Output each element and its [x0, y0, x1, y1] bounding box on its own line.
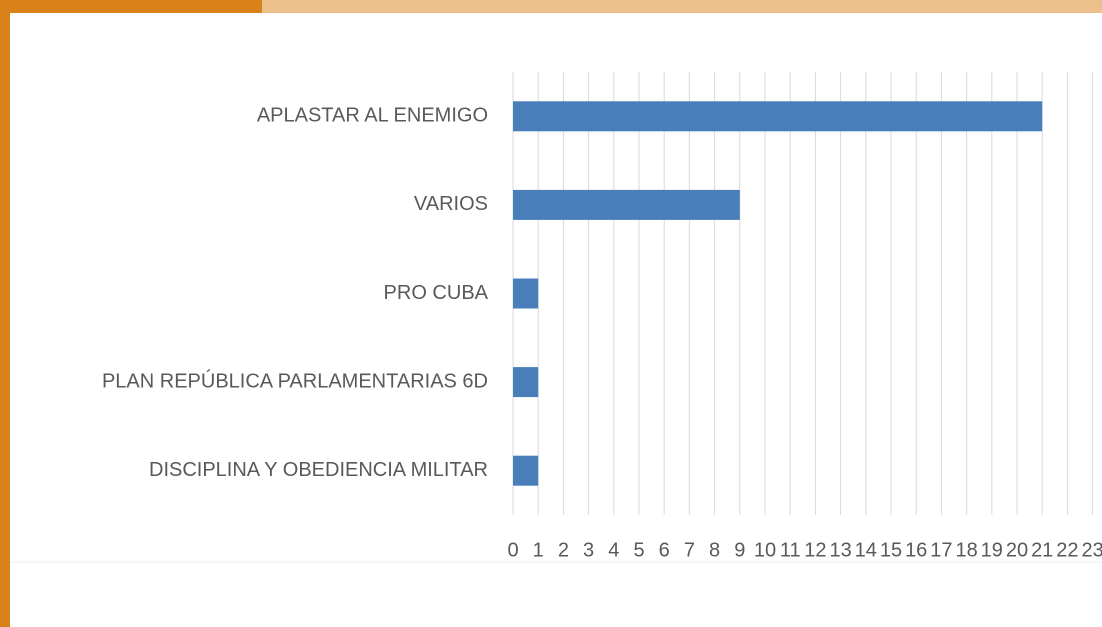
x-tick-label: 20 — [1006, 539, 1028, 561]
x-tick-label: 6 — [659, 539, 670, 561]
bar — [513, 278, 539, 309]
x-tick-label: 9 — [734, 539, 745, 561]
x-tick-label: 7 — [684, 539, 695, 561]
left-stripe — [0, 0, 10, 627]
bar — [513, 367, 539, 398]
x-tick-label: 16 — [905, 539, 927, 561]
y-tick-label: APLASTAR AL ENEMIGO — [257, 105, 488, 127]
x-tick-label: 13 — [829, 539, 851, 561]
bar — [513, 455, 539, 486]
x-tick-label: 0 — [507, 539, 518, 561]
x-tick-label: 15 — [880, 539, 902, 561]
x-tick-label: 4 — [608, 539, 619, 561]
x-tick-label: 10 — [754, 539, 776, 561]
x-tick-label: 23 — [1081, 539, 1102, 561]
x-tick-label: 8 — [709, 539, 720, 561]
x-tick-label: 22 — [1056, 539, 1078, 561]
x-tick-label: 17 — [930, 539, 952, 561]
y-tick-label: PRO CUBA — [384, 282, 489, 304]
y-tick-label: PLAN REPÚBLICA PARLAMENTARIAS 6D — [102, 369, 488, 392]
x-tick-label: 19 — [981, 539, 1003, 561]
x-tick-label: 18 — [955, 539, 977, 561]
y-tick-label: VARIOS — [414, 193, 488, 215]
top-band-dark — [0, 0, 262, 13]
x-tick-label: 14 — [855, 539, 877, 561]
x-tick-label: 5 — [633, 539, 644, 561]
bar — [513, 101, 1043, 132]
bar — [513, 189, 740, 220]
x-tick-label: 21 — [1031, 539, 1053, 561]
top-band-light — [262, 0, 1102, 13]
x-tick-label: 1 — [533, 539, 544, 561]
y-tick-label: DISCIPLINA Y OBEDIENCIA MILITAR — [149, 459, 488, 481]
x-tick-label: 3 — [583, 539, 594, 561]
x-tick-label: 12 — [804, 539, 826, 561]
x-tick-label: 2 — [558, 539, 569, 561]
x-tick-label: 11 — [780, 539, 801, 561]
